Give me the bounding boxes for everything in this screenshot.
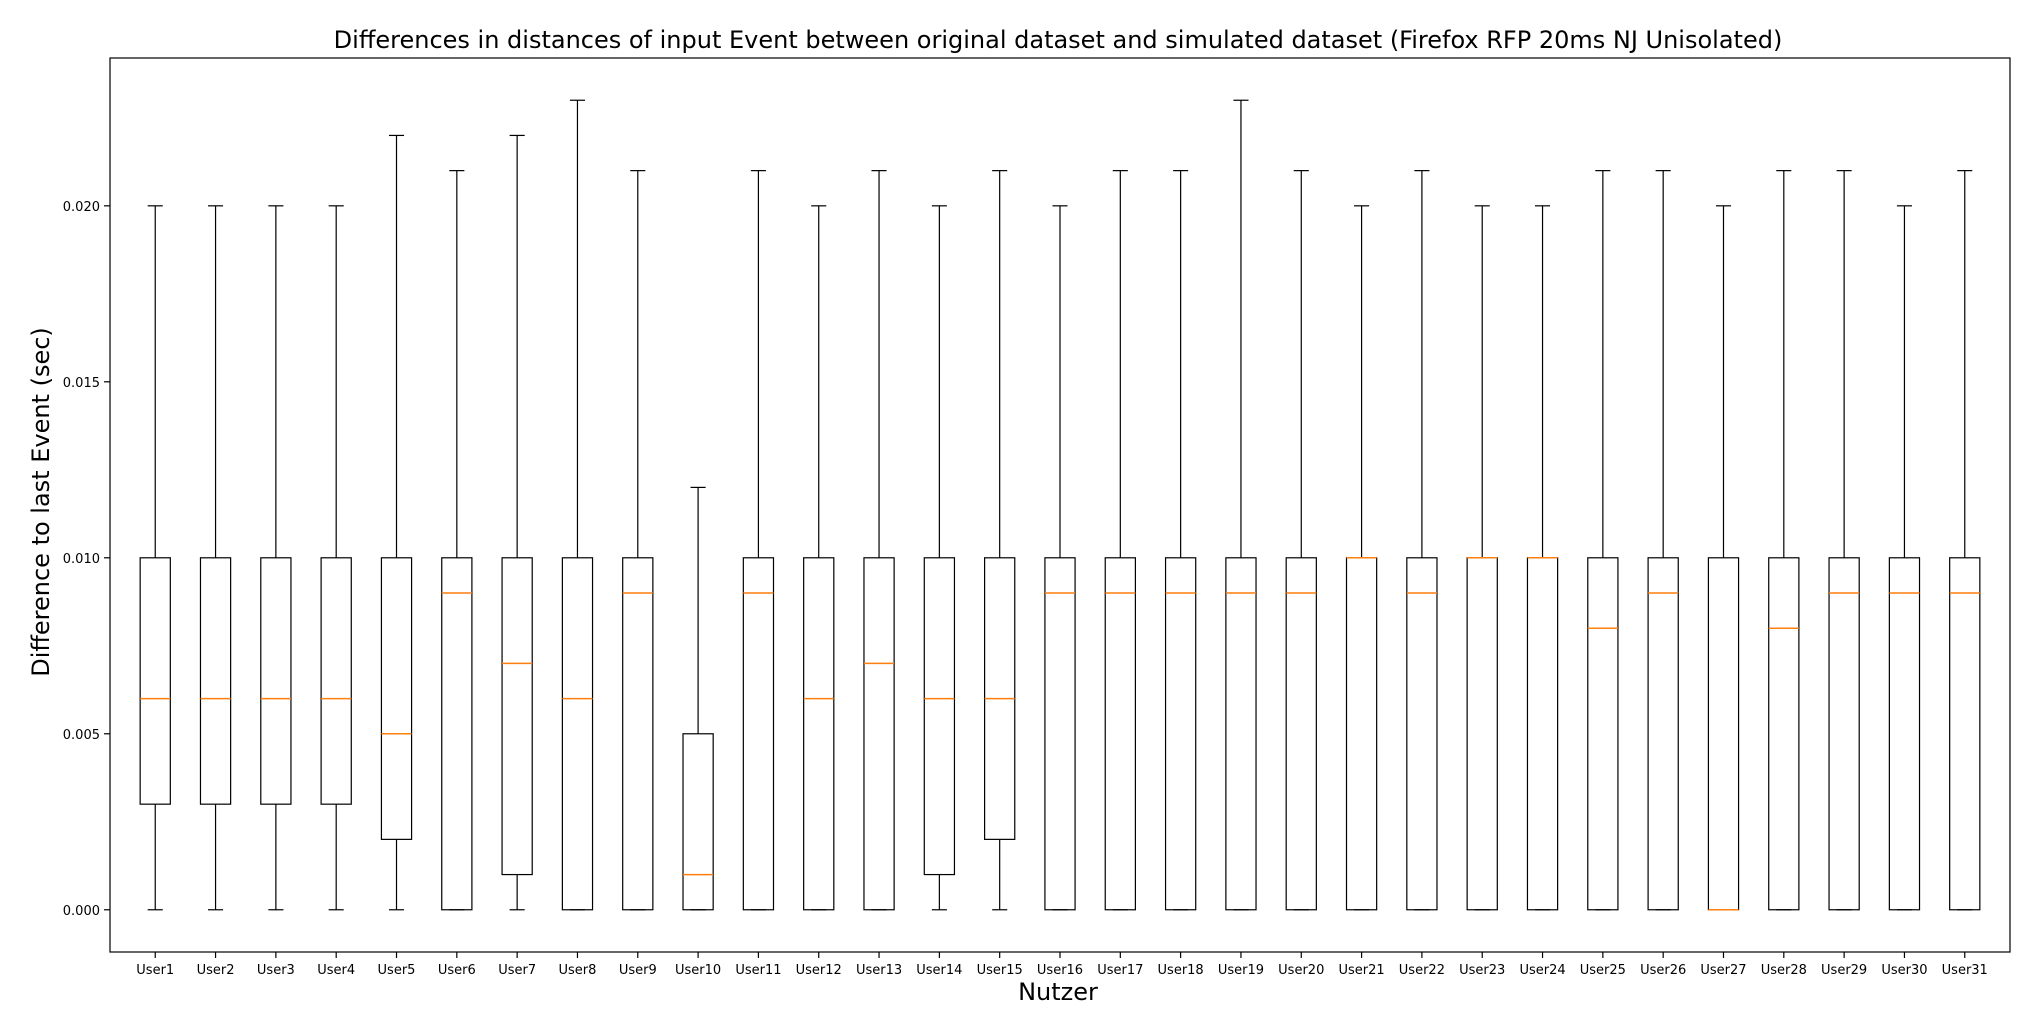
box [139, 557, 171, 805]
x-tick-label: User28 [1761, 963, 1807, 978]
x-tick-label: User19 [1218, 963, 1264, 978]
y-tick-label: 0.020 [63, 200, 100, 215]
x-tick-label: User10 [675, 963, 721, 978]
box [1647, 557, 1679, 911]
y-tick-label: 0.015 [63, 376, 100, 391]
x-tick-label: User13 [856, 963, 902, 978]
x-tick-label: User15 [977, 963, 1023, 978]
box [441, 557, 473, 911]
x-tick-label: User11 [735, 963, 781, 978]
box [380, 557, 413, 840]
x-tick-label: User4 [317, 963, 355, 978]
y-tick-label: 0.000 [63, 904, 100, 919]
plot-area: 0.000 0.005 0.010 0.015 0.020 User1 User2 User3… [63, 57, 2011, 978]
box [1164, 557, 1197, 911]
box [320, 557, 352, 805]
box [260, 557, 292, 805]
x-tick-label: User18 [1158, 963, 1204, 978]
box [923, 557, 956, 876]
x-tick-label: User1 [136, 963, 174, 978]
y-axis-label: Difference to last Event (sec) [27, 327, 55, 677]
box [1104, 557, 1136, 911]
box [803, 557, 835, 911]
box [682, 733, 714, 911]
x-tick-label: User16 [1037, 963, 1083, 978]
box [501, 557, 533, 876]
box [1044, 557, 1076, 911]
x-tick-label: User12 [796, 963, 842, 978]
box [1888, 557, 1921, 911]
box [199, 557, 232, 805]
box [1587, 557, 1619, 911]
chart-title: Differences in distances of input Event … [334, 26, 1783, 54]
x-tick-label: User24 [1519, 963, 1565, 978]
x-tick-label: User20 [1278, 963, 1324, 978]
x-tick-label: User27 [1700, 963, 1746, 978]
x-tick-label: User8 [559, 963, 597, 978]
x-tick-label: User26 [1640, 963, 1686, 978]
box [1225, 557, 1257, 911]
x-tick-label: User14 [916, 963, 962, 978]
x-tick-label: User2 [197, 963, 235, 978]
box [742, 557, 775, 911]
x-tick-label: User17 [1097, 963, 1143, 978]
x-tick-label: User25 [1580, 963, 1626, 978]
x-tick-label: User30 [1881, 963, 1927, 978]
x-tick-label: User9 [619, 963, 657, 978]
box [863, 557, 895, 911]
x-tick-label: User6 [438, 963, 476, 978]
x-tick-label: User22 [1399, 963, 1445, 978]
x-tick-label: User7 [498, 963, 536, 978]
box [1768, 557, 1800, 911]
x-tick-label: User31 [1942, 963, 1988, 978]
x-tick-label: User5 [378, 963, 416, 978]
box [1285, 557, 1317, 911]
box [561, 557, 594, 911]
x-tick-label: User23 [1459, 963, 1505, 978]
box [622, 557, 654, 911]
box [1406, 557, 1438, 911]
y-tick-label: 0.010 [63, 552, 100, 567]
y-tick-label: 0.005 [63, 728, 100, 743]
x-tick-label: User3 [257, 963, 295, 978]
x-tick-label: User21 [1338, 963, 1384, 978]
box [1828, 557, 1860, 911]
box [1949, 557, 1981, 911]
x-tick-label: User29 [1821, 963, 1867, 978]
x-axis-label: Nutzer [1018, 978, 1098, 1006]
